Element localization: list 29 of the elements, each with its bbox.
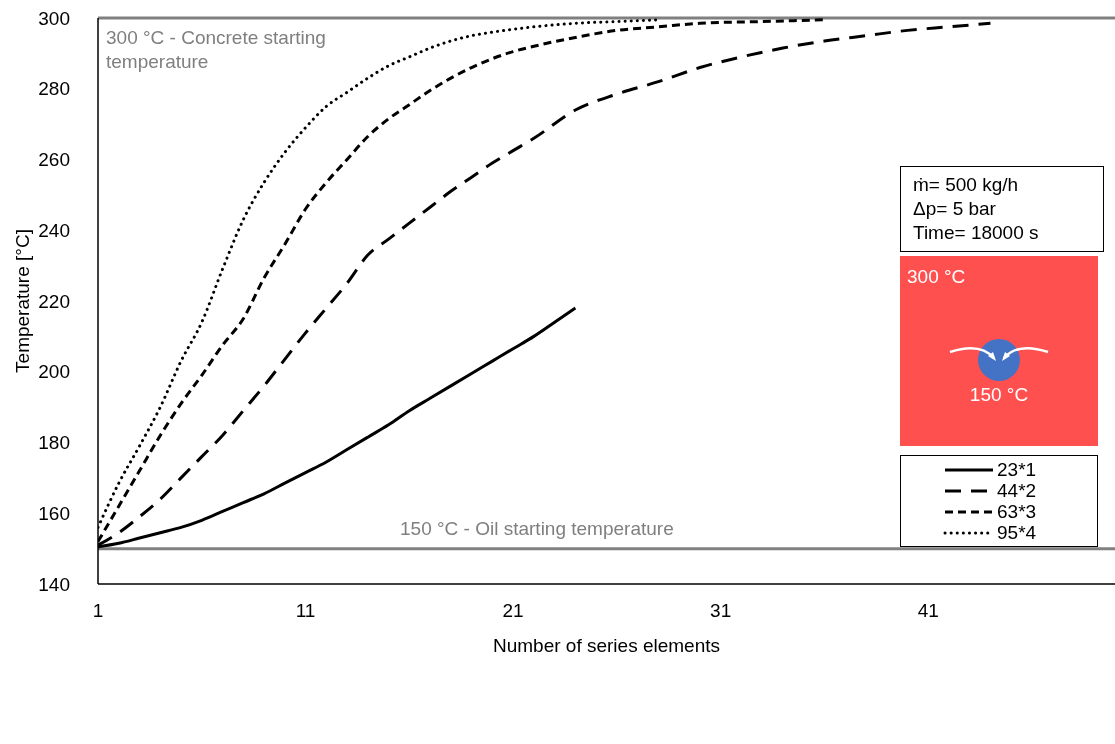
y-tick-label: 140 [38, 573, 70, 595]
x-tick-label: 11 [295, 600, 316, 622]
y-tick-label: 240 [38, 219, 70, 241]
legend-label: 95*4 [997, 521, 1037, 544]
y-tick-label: 300 [38, 7, 70, 29]
y-axis-title: Temperature [°C] [11, 229, 33, 373]
annotation: Time= 18000 s [913, 221, 1040, 245]
y-tick-label: 280 [38, 78, 70, 100]
legend-label: 63*3 [997, 500, 1037, 523]
heated-block-picture: 300 °C 150 °C [900, 256, 1098, 446]
ref-line-label: 150 °C - Oil starting temperature [400, 517, 674, 539]
x-axis-title: Number of series elements [492, 635, 721, 656]
x-tick-label: 21 [502, 600, 524, 622]
annotation: Δp= 5 bar [913, 197, 997, 221]
annotation: 150 °C [968, 384, 1030, 406]
note-box: ṁ= 500 kg/h Δp= 5 bar Time= 18000 s [900, 166, 1104, 252]
y-tick-label: 200 [38, 361, 70, 383]
x-tick-label: 41 [917, 600, 939, 622]
ref-line-label: 300 °C - Concrete starting temperature [106, 27, 326, 72]
x-tick-label: 31 [710, 600, 732, 622]
annotation: 300 °C [907, 266, 966, 288]
legend-label: 44*2 [997, 479, 1037, 502]
y-tick-label: 180 [38, 432, 70, 454]
x-tick-label: 1 [92, 600, 104, 622]
legend-label: 23*1 [997, 458, 1037, 481]
y-tick-label: 220 [38, 290, 70, 312]
y-tick-label: 260 [38, 149, 70, 171]
y-tick-label: 160 [38, 502, 70, 524]
annotation: ṁ= 500 kg/h [913, 173, 1020, 197]
